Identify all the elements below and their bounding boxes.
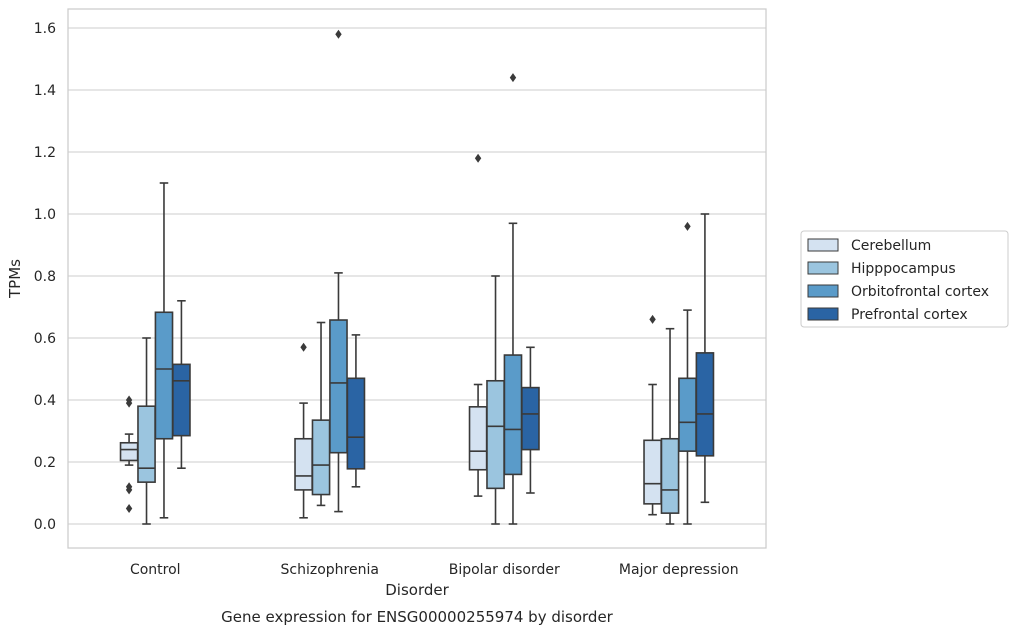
box-2-2 bbox=[503, 73, 523, 525]
box-3-0 bbox=[643, 314, 662, 516]
plot-frame bbox=[67, 8, 767, 549]
box-3-2 bbox=[678, 221, 697, 525]
x-tick-labels: Control Schizophrenia Bipolar disorder Majo… bbox=[130, 562, 739, 578]
box-0-1 bbox=[137, 337, 156, 525]
legend-swatch bbox=[807, 284, 839, 298]
legend: Cerebellum Hipppocampus Orbitofrontal cort… bbox=[800, 230, 1009, 328]
box-3-3 bbox=[695, 213, 715, 504]
y-tick-label: 1.2 bbox=[34, 145, 56, 161]
legend-label: Hipppocampus bbox=[851, 261, 956, 277]
y-tick-label: 0.0 bbox=[34, 517, 56, 533]
box-2-1 bbox=[486, 275, 505, 525]
y-axis-title: TPMs bbox=[6, 259, 24, 299]
x-tick-label: Bipolar disorder bbox=[449, 562, 560, 578]
x-tick-label: Major depression bbox=[619, 562, 739, 578]
box-iqr bbox=[468, 406, 488, 471]
outlier-point bbox=[125, 504, 133, 513]
box-iqr bbox=[311, 419, 331, 496]
x-axis-title: Disorder bbox=[385, 581, 449, 599]
legend-label: Prefrontal cortex bbox=[851, 307, 968, 323]
y-tick-label: 1.0 bbox=[34, 207, 56, 223]
box-iqr bbox=[137, 405, 156, 483]
box-iqr bbox=[154, 311, 174, 440]
box-iqr bbox=[329, 319, 348, 454]
box-2-0 bbox=[468, 153, 488, 497]
chart-caption: Gene expression for ENSG00000255974 by d… bbox=[221, 608, 614, 626]
outlier-point bbox=[474, 153, 482, 163]
box-0-2 bbox=[154, 182, 174, 519]
box-iqr bbox=[695, 352, 715, 457]
y-tick-label: 0.6 bbox=[34, 331, 56, 347]
outlier-point bbox=[649, 314, 656, 324]
legend-frame bbox=[800, 230, 1009, 328]
legend-label: Orbitofrontal cortex bbox=[851, 284, 989, 300]
y-tick-label: 1.4 bbox=[34, 83, 56, 99]
box-iqr bbox=[660, 437, 680, 514]
box-iqr bbox=[486, 379, 505, 490]
y-tick-label: 0.4 bbox=[34, 393, 56, 409]
box-1-2 bbox=[329, 29, 348, 513]
legend-swatch bbox=[807, 261, 839, 275]
box-iqr bbox=[643, 439, 662, 505]
outlier-point bbox=[125, 485, 133, 495]
x-tick-label: Schizophrenia bbox=[281, 562, 379, 578]
box-2-3 bbox=[521, 346, 540, 494]
box-iqr bbox=[521, 386, 540, 451]
x-tick-label: Control bbox=[130, 562, 181, 578]
outlier-point bbox=[335, 29, 342, 39]
box-iqr bbox=[119, 441, 139, 462]
outlier-point bbox=[300, 342, 307, 352]
outlier-point bbox=[509, 73, 517, 83]
box-iqr bbox=[678, 377, 697, 452]
box-groups bbox=[119, 29, 715, 525]
y-tick-label: 1.6 bbox=[34, 21, 56, 37]
box-iqr bbox=[294, 437, 313, 491]
legend-swatch bbox=[807, 238, 839, 252]
outlier-point bbox=[684, 221, 691, 231]
box-3-1 bbox=[660, 327, 680, 525]
box-iqr bbox=[172, 363, 191, 437]
box-1-1 bbox=[311, 321, 331, 507]
box-0-0 bbox=[119, 395, 139, 513]
box-iqr bbox=[503, 354, 523, 476]
box-1-3 bbox=[346, 334, 366, 488]
box-0-3 bbox=[172, 299, 191, 470]
y-tick-label: 0.8 bbox=[34, 269, 56, 285]
box-1-0 bbox=[294, 342, 313, 519]
y-tick-label: 0.2 bbox=[34, 455, 56, 471]
outlier-point bbox=[125, 398, 133, 408]
y-tick-labels: 0.0 0.2 0.4 0.6 0.8 1.0 1.2 1.4 1.6 bbox=[34, 21, 56, 533]
legend-swatch bbox=[807, 307, 839, 321]
legend-label: Cerebellum bbox=[851, 238, 931, 254]
box-iqr bbox=[346, 377, 366, 470]
